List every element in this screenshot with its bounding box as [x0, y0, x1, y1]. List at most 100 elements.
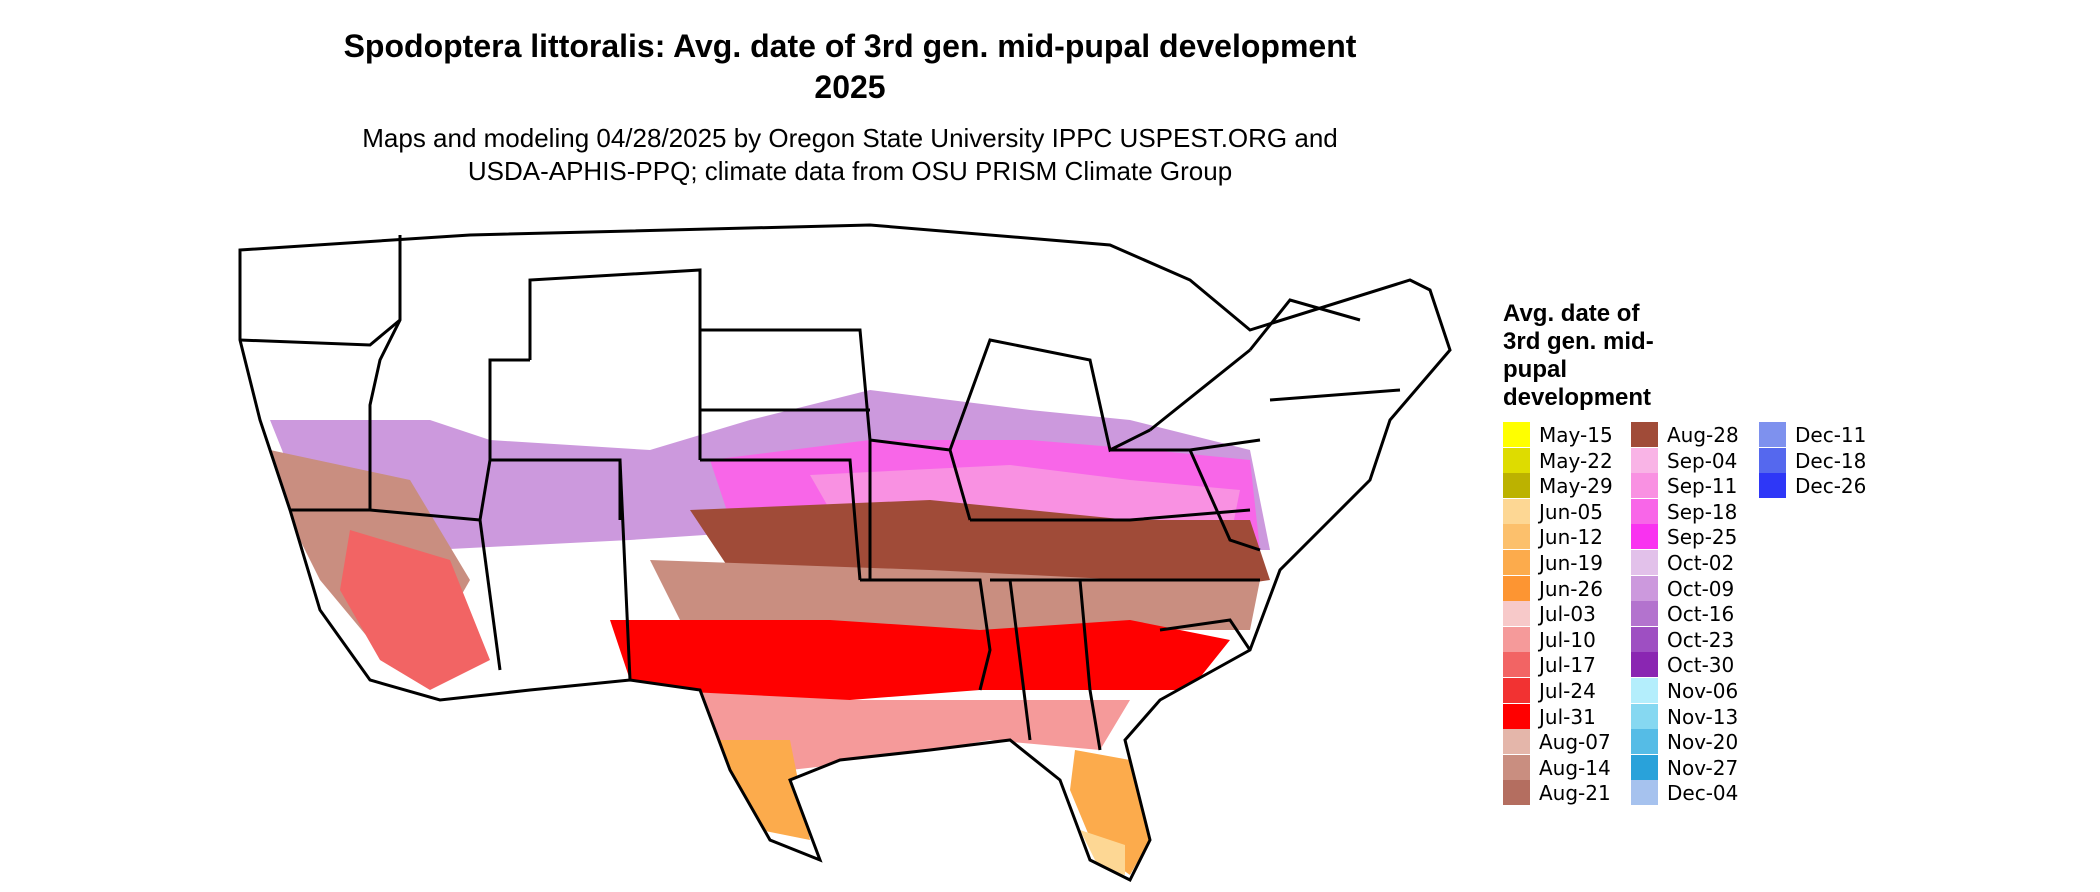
- legend-label: May-22: [1539, 448, 1613, 473]
- legend-swatch: [1631, 627, 1658, 652]
- legend-swatch: [1503, 729, 1530, 754]
- legend-item: May-15: [1503, 422, 1613, 447]
- legend-item: May-29: [1503, 473, 1613, 498]
- state-borders: [238, 223, 1452, 883]
- legend-swatch: [1503, 576, 1530, 601]
- legend-item: Nov-27: [1631, 755, 1738, 780]
- legend-label: Oct-16: [1667, 601, 1735, 626]
- legend-label: Oct-30: [1667, 652, 1735, 677]
- legend-item: Sep-04: [1631, 448, 1737, 473]
- legend-label: Sep-25: [1667, 524, 1738, 549]
- legend-item: Aug-07: [1503, 729, 1611, 754]
- legend-label: Nov-06: [1667, 678, 1739, 703]
- legend-swatch: [1503, 704, 1530, 729]
- map-subtitle: Maps and modeling 04/28/2025 by Oregon S…: [362, 123, 1338, 186]
- legend-swatch: [1503, 678, 1530, 703]
- legend-label: Aug-28: [1667, 422, 1739, 447]
- legend-swatch: [1631, 448, 1658, 473]
- legend-swatch: [1631, 780, 1658, 805]
- legend-label: Aug-07: [1539, 729, 1611, 754]
- legend-item: Dec-04: [1631, 780, 1738, 805]
- legend-item: Sep-25: [1631, 524, 1737, 549]
- legend-item: Nov-06: [1631, 678, 1738, 703]
- legend-label: Oct-02: [1667, 550, 1735, 575]
- legend-swatch: [1503, 550, 1530, 575]
- legend-swatch: [1503, 627, 1530, 652]
- zone-jul-24: [340, 530, 490, 690]
- legend-item: Sep-18: [1631, 499, 1737, 524]
- legend-swatch: [1503, 780, 1530, 805]
- legend-item: Jul-24: [1503, 678, 1596, 703]
- legend-item: Dec-11: [1759, 422, 1866, 447]
- legend-label: Sep-04: [1667, 448, 1738, 473]
- legend-item: Oct-09: [1631, 576, 1734, 601]
- legend-label: Jun-05: [1539, 499, 1603, 524]
- legend-item: Aug-21: [1503, 780, 1611, 805]
- legend-swatch: [1503, 601, 1530, 626]
- legend-item: Dec-26: [1759, 473, 1866, 498]
- legend-swatch: [1503, 473, 1530, 498]
- legend-swatch: [1759, 448, 1786, 473]
- legend-label: Dec-26: [1795, 473, 1867, 498]
- legend-item: Jun-26: [1503, 576, 1603, 601]
- legend-swatch: [1631, 652, 1658, 677]
- legend-label: Nov-27: [1667, 755, 1739, 780]
- legend-swatch: [1503, 652, 1530, 677]
- legend-item: Oct-30: [1631, 652, 1734, 677]
- legend-item: Jun-05: [1503, 499, 1603, 524]
- legend-swatch: [1759, 473, 1786, 498]
- legend-item: Oct-16: [1631, 601, 1734, 626]
- legend-item: Jul-17: [1503, 652, 1596, 677]
- legend-label: Dec-11: [1795, 422, 1867, 447]
- legend-label: May-15: [1539, 422, 1613, 447]
- legend-label: Jun-26: [1539, 576, 1603, 601]
- legend-label: Nov-13: [1667, 704, 1739, 729]
- legend-swatch: [1631, 576, 1658, 601]
- map-title: Spodoptera littoralis: Avg. date of 3rd …: [343, 28, 1357, 105]
- legend-label: May-29: [1539, 473, 1613, 498]
- legend-label: Sep-11: [1667, 473, 1738, 498]
- legend-item: Sep-11: [1631, 473, 1737, 498]
- legend-swatch: [1631, 678, 1658, 703]
- legend-label: Jul-17: [1539, 652, 1596, 677]
- legend-item: Dec-18: [1759, 448, 1866, 473]
- legend-item: Nov-20: [1631, 729, 1738, 754]
- legend-label: Jul-31: [1539, 704, 1596, 729]
- legend-swatch: [1503, 499, 1530, 524]
- legend: May-15 May-22 May-29 Jun-05 Jun-12 Jun-19 Jun-…: [1503, 422, 1903, 812]
- legend-item: Jul-10: [1503, 627, 1596, 652]
- legend-label: Jul-03: [1539, 601, 1596, 626]
- legend-label: Jun-19: [1539, 550, 1603, 575]
- legend-swatch: [1631, 550, 1658, 575]
- legend-item: Aug-28: [1631, 422, 1739, 447]
- legend-swatch: [1503, 524, 1530, 549]
- legend-item: Nov-13: [1631, 704, 1738, 729]
- legend-label: Aug-14: [1539, 755, 1611, 780]
- zone-jul-31: [610, 620, 1230, 710]
- us-map: [238, 223, 1452, 883]
- legend-label: Sep-18: [1667, 499, 1738, 524]
- legend-item: May-22: [1503, 448, 1613, 473]
- legend-label: Oct-09: [1667, 576, 1735, 601]
- legend-label: Jul-10: [1539, 627, 1596, 652]
- legend-label: Oct-23: [1667, 627, 1735, 652]
- development-date-zones: [270, 390, 1270, 875]
- legend-label: Nov-20: [1667, 729, 1739, 754]
- legend-swatch: [1631, 755, 1658, 780]
- legend-swatch: [1631, 524, 1658, 549]
- legend-label: Aug-21: [1539, 780, 1611, 805]
- legend-item: Oct-02: [1631, 550, 1734, 575]
- legend-item: Jun-19: [1503, 550, 1603, 575]
- legend-swatch: [1631, 601, 1658, 626]
- legend-swatch: [1631, 704, 1658, 729]
- legend-swatch: [1503, 448, 1530, 473]
- legend-label: Dec-18: [1795, 448, 1867, 473]
- legend-label: Dec-04: [1667, 780, 1739, 805]
- zone-jun-05: [1080, 830, 1125, 875]
- legend-item: Oct-23: [1631, 627, 1734, 652]
- legend-label: Jul-24: [1539, 678, 1596, 703]
- legend-title-text: Avg. date of 3rd gen. mid-pupal developm…: [1503, 300, 1654, 411]
- legend-swatch: [1503, 422, 1530, 447]
- legend-label: Jun-12: [1539, 524, 1603, 549]
- legend-title: Avg. date of 3rd gen. mid-pupal developm…: [1503, 300, 1683, 412]
